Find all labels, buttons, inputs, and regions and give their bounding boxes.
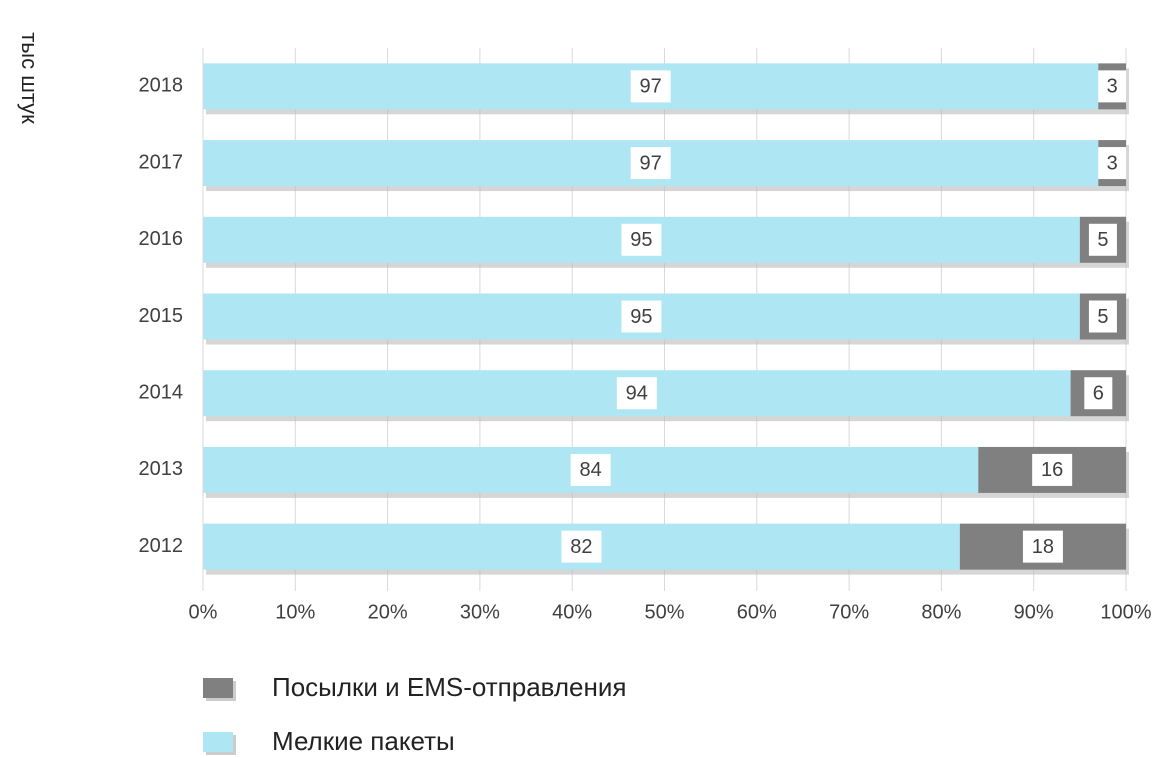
- legend-swatch: [203, 732, 233, 752]
- legend-swatch: [203, 678, 233, 698]
- y-axis-label: тыс штук: [17, 32, 42, 124]
- x-tick-label: 80%: [921, 601, 961, 623]
- x-tick-label: 30%: [460, 601, 500, 623]
- data-label: 5: [1097, 229, 1108, 251]
- data-label-box: [1032, 453, 1073, 486]
- y-tick-label: 2015: [139, 305, 184, 327]
- data-label: 95: [630, 306, 652, 328]
- x-tick-label: 0%: [189, 601, 218, 623]
- data-label-box: [1088, 300, 1117, 333]
- data-label-box: [570, 453, 611, 486]
- x-tick-label: 20%: [368, 601, 408, 623]
- data-label-box: [621, 223, 662, 256]
- x-tick-label: 60%: [737, 601, 777, 623]
- data-label: 94: [626, 382, 648, 404]
- data-label-box: [630, 147, 671, 180]
- y-tick-label: 2014: [139, 381, 184, 403]
- data-label-box: [621, 300, 662, 333]
- data-label-box: [1098, 70, 1127, 103]
- data-label-box: [1084, 377, 1113, 410]
- data-label: 3: [1107, 152, 1118, 174]
- data-label: 97: [640, 152, 662, 174]
- data-label-box: [630, 70, 671, 103]
- y-tick-label: 2017: [139, 151, 184, 173]
- data-label-box: [1098, 147, 1127, 180]
- data-label: 16: [1041, 459, 1063, 481]
- x-tick-label: 10%: [275, 601, 315, 623]
- y-tick-label: 2013: [139, 458, 184, 480]
- data-label: 3: [1107, 76, 1118, 98]
- data-label: 5: [1097, 306, 1108, 328]
- data-label-box: [616, 377, 657, 410]
- y-tick-label: 2016: [139, 228, 184, 250]
- x-tick-label: 90%: [1014, 601, 1054, 623]
- x-tick-label: 50%: [644, 601, 684, 623]
- data-label: 84: [580, 459, 602, 481]
- x-tick-label: 70%: [829, 601, 869, 623]
- x-tick-label: 40%: [552, 601, 592, 623]
- y-tick-label: 2012: [139, 535, 184, 557]
- data-label-box: [561, 530, 602, 563]
- x-tick-label: 100%: [1100, 601, 1151, 623]
- y-tick-label: 2018: [139, 75, 184, 97]
- data-label: 6: [1093, 382, 1104, 404]
- data-label: 97: [640, 76, 662, 98]
- data-label: 82: [570, 536, 592, 558]
- legend-label: Мелкие пакеты: [272, 726, 455, 756]
- data-label-box: [1022, 530, 1063, 563]
- legend-label: Посылки и EMS-отправления: [272, 672, 626, 702]
- data-label: 95: [630, 229, 652, 251]
- data-label-box: [1088, 223, 1117, 256]
- data-label: 18: [1032, 536, 1054, 558]
